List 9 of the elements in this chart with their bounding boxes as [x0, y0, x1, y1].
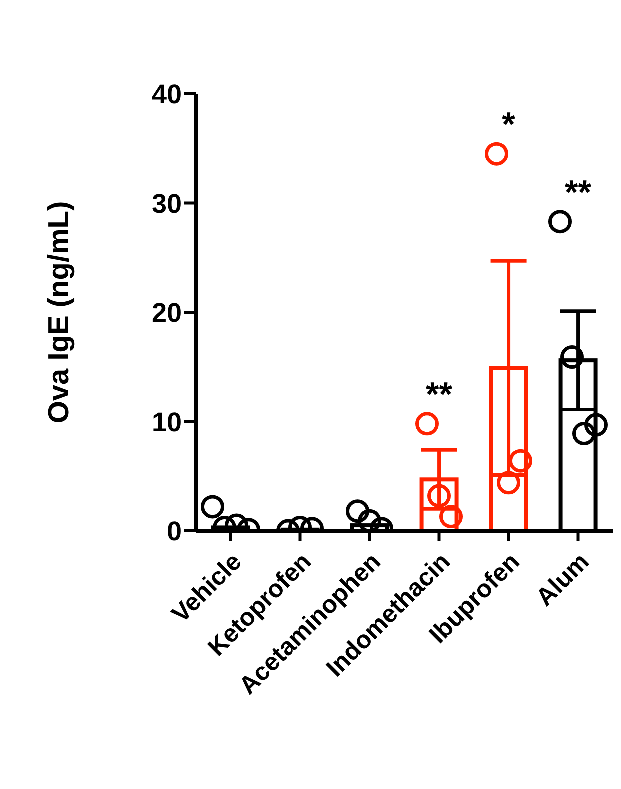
annotation: ** [565, 174, 592, 212]
annotation: ** [426, 376, 454, 414]
y-tick-label: 0 [166, 516, 182, 547]
annotation: * [502, 106, 516, 144]
y-tick-label: 40 [152, 80, 182, 110]
y-tick-label: 30 [152, 188, 182, 219]
y-tick-label: 10 [152, 407, 182, 438]
y-tick-label: 20 [152, 298, 182, 328]
y-axis-title: Ova IgE (ng/mL) [43, 201, 76, 424]
